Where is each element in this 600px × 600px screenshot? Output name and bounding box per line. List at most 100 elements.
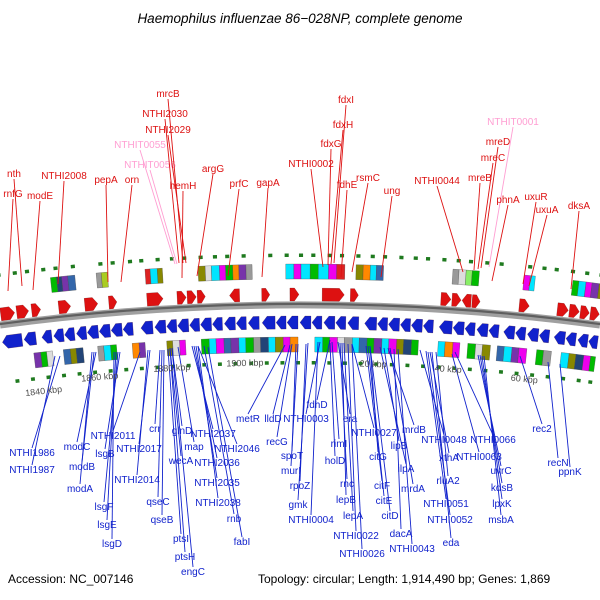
gene-label[interactable]: mreC: [481, 153, 505, 164]
gene-arrow-forward[interactable]: [196, 290, 206, 304]
gene-label[interactable]: murI: [281, 466, 301, 477]
feature-block[interactable]: [336, 264, 346, 280]
gene-label[interactable]: rnb: [227, 514, 242, 525]
gene-label[interactable]: rnc: [340, 479, 354, 490]
feature-block[interactable]: [67, 274, 77, 291]
gene-label[interactable]: mrdB: [402, 425, 426, 436]
feature-block[interactable]: [230, 337, 240, 354]
gene-label[interactable]: uxuR: [524, 192, 547, 203]
gene-arrow-reverse[interactable]: [248, 316, 260, 330]
feature-block[interactable]: [481, 344, 491, 361]
gene-label[interactable]: NTHIT0001: [487, 117, 539, 128]
feature-block[interactable]: [300, 263, 311, 280]
gene-label[interactable]: gapA: [256, 178, 280, 189]
gene-label[interactable]: NTHI0052: [427, 515, 473, 526]
feature-block[interactable]: [245, 264, 253, 280]
gene-arrow-forward[interactable]: [556, 302, 569, 317]
feature-block[interactable]: [232, 264, 240, 281]
gene-arrow-forward[interactable]: [176, 291, 187, 305]
gene-label[interactable]: fabI: [234, 537, 251, 548]
gene-label[interactable]: metR: [236, 414, 260, 425]
gene-label[interactable]: kdsB: [491, 483, 514, 494]
gene-label[interactable]: fdhE: [337, 180, 358, 191]
gene-label[interactable]: qseC: [146, 497, 169, 508]
feature-block[interactable]: [517, 347, 528, 364]
gene-arrow-forward[interactable]: [568, 304, 580, 318]
gene-label[interactable]: fdxI: [338, 95, 354, 106]
gene-label[interactable]: lipB: [391, 441, 408, 452]
gene-label[interactable]: dacA: [390, 529, 413, 540]
feature-block[interactable]: [223, 337, 232, 354]
gene-arrow-reverse[interactable]: [347, 316, 359, 330]
gene-arrow-forward[interactable]: [229, 288, 240, 303]
gene-arrow-reverse[interactable]: [400, 318, 411, 332]
feature-block[interactable]: [285, 263, 295, 280]
gene-arrow-reverse[interactable]: [527, 328, 540, 342]
gene-label[interactable]: NTHIT0056: [124, 160, 176, 171]
gene-arrow-reverse[interactable]: [464, 322, 476, 336]
feature-block[interactable]: [149, 268, 159, 285]
gene-arrow-reverse[interactable]: [23, 331, 37, 346]
feature-block[interactable]: [466, 343, 476, 360]
gene-arrow-reverse[interactable]: [41, 329, 53, 344]
gene-label[interactable]: eda: [443, 538, 460, 549]
gene-arrow-forward[interactable]: [461, 294, 472, 308]
gene-label[interactable]: crr: [149, 424, 161, 435]
gene-label[interactable]: lsgF: [95, 502, 114, 513]
gene-label[interactable]: NTHI0026: [339, 549, 385, 560]
gene-arrow-reverse[interactable]: [299, 315, 312, 330]
feature-block[interactable]: [245, 337, 255, 353]
gene-arrow-reverse[interactable]: [311, 315, 323, 330]
gene-arrow-forward[interactable]: [15, 304, 29, 319]
gene-label[interactable]: NTHI2011: [91, 431, 136, 442]
feature-block[interactable]: [238, 264, 247, 280]
gene-label[interactable]: pepA: [94, 175, 118, 186]
gene-label[interactable]: rimI: [331, 439, 348, 450]
gene-arrow-reverse[interactable]: [236, 316, 247, 330]
feature-block[interactable]: [328, 264, 337, 280]
gene-label[interactable]: lpxK: [492, 499, 512, 510]
gene-arrow-reverse[interactable]: [588, 335, 599, 349]
gene-arrow-reverse[interactable]: [488, 324, 500, 338]
feature-block[interactable]: [138, 342, 147, 358]
feature-block[interactable]: [100, 271, 109, 288]
gene-arrow-forward[interactable]: [146, 292, 164, 307]
gene-arrow-forward[interactable]: [108, 295, 117, 310]
feature-block[interactable]: [268, 336, 276, 353]
feature-block[interactable]: [46, 350, 55, 367]
gene-arrow-reverse[interactable]: [565, 332, 577, 347]
feature-block[interactable]: [451, 342, 461, 358]
feature-block[interactable]: [238, 337, 247, 353]
gene-label[interactable]: rpoZ: [290, 481, 311, 492]
gene-label[interactable]: NTHI0051: [423, 499, 469, 510]
gene-label[interactable]: citE: [376, 496, 393, 507]
gene-label[interactable]: argG: [202, 164, 224, 175]
gene-arrow-reverse[interactable]: [476, 323, 489, 337]
gene-label[interactable]: modC: [64, 442, 91, 453]
gene-arrow-forward[interactable]: [0, 306, 15, 321]
feature-block[interactable]: [208, 338, 217, 355]
gene-label[interactable]: fdxG: [320, 139, 341, 150]
gene-label[interactable]: orn: [125, 175, 139, 186]
feature-block[interactable]: [588, 355, 596, 372]
feature-block[interactable]: [351, 337, 360, 353]
gene-arrow-reverse[interactable]: [411, 318, 423, 333]
gene-label[interactable]: modB: [69, 462, 95, 473]
gene-arrow-reverse[interactable]: [177, 318, 190, 333]
feature-block[interactable]: [369, 264, 377, 281]
gene-arrow-forward[interactable]: [589, 306, 600, 321]
gene-arrow-reverse[interactable]: [423, 319, 434, 334]
feature-block[interactable]: [402, 339, 412, 355]
gene-label[interactable]: spoT: [281, 451, 303, 462]
gene-arrow-reverse[interactable]: [452, 321, 465, 336]
gene-arrow-forward[interactable]: [440, 292, 452, 306]
gene-label[interactable]: modA: [67, 484, 93, 495]
gene-arrow-reverse[interactable]: [364, 316, 377, 331]
gene-label[interactable]: NTHI2038: [195, 498, 241, 509]
gene-label[interactable]: mreD: [486, 137, 510, 148]
gene-label[interactable]: wecA: [168, 456, 194, 467]
gene-arrow-forward[interactable]: [84, 297, 98, 312]
gene-arrow-forward[interactable]: [321, 288, 345, 302]
gene-label[interactable]: uxuA: [536, 205, 559, 216]
gene-label[interactable]: NTHI0063: [456, 452, 502, 463]
